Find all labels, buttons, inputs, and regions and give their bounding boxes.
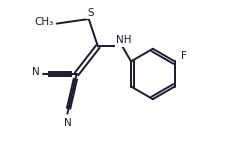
Text: F: F	[181, 51, 187, 61]
Text: CH₃: CH₃	[34, 17, 54, 27]
Text: N: N	[32, 67, 40, 77]
Text: S: S	[87, 8, 94, 18]
Text: NH: NH	[116, 35, 132, 45]
Text: N: N	[64, 118, 72, 128]
